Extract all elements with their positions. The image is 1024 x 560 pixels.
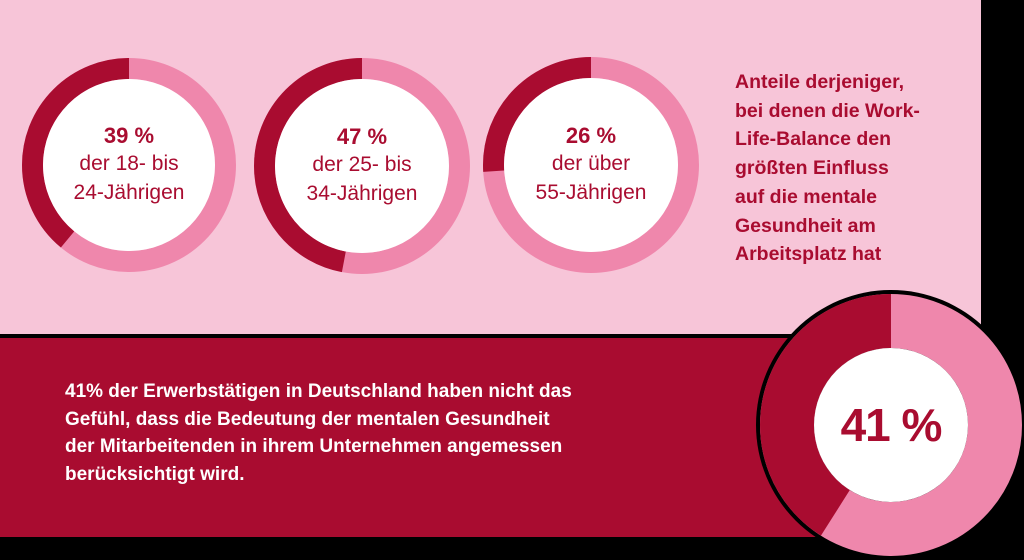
caption-line: Life-Balance den xyxy=(735,128,892,151)
donut-label: 47 % der 25- bis 34-Jährigen xyxy=(254,58,470,274)
statement-line: 41% der Erwerbstätigen in Deutschland ha… xyxy=(65,381,572,402)
percentage-value: 47 % xyxy=(336,124,388,149)
donut-label: 39 % der 18- bis 24-Jährigen xyxy=(22,58,236,272)
bottom-band xyxy=(0,338,840,537)
caption-line: auf die mentale xyxy=(735,185,877,208)
statement-line: berücksichtigt wird. xyxy=(65,463,245,485)
percentage-value: 41 % xyxy=(840,399,943,451)
caption-line: Arbeitsplatz hat xyxy=(735,243,882,266)
donut-chart-total: 41 % xyxy=(756,290,1024,560)
donut-ring xyxy=(22,58,236,272)
donut-label: 26 % der über 55-Jährigen xyxy=(483,57,699,273)
donut-chart-25-34: 47 % der 25- bis 34-Jährigen xyxy=(254,58,470,274)
age-group-line1: der 25- bis xyxy=(312,153,412,176)
caption-line: Anteile derjeniger, xyxy=(735,71,905,93)
statement-line: Gefühl, dass die Bedeutung der mentalen … xyxy=(65,408,550,430)
donut-ring xyxy=(756,290,1024,560)
chart-caption: Anteile derjeniger, bei denen die Work- … xyxy=(735,68,975,269)
caption-line: Gesundheit am xyxy=(735,214,876,237)
caption-line: bei denen die Work- xyxy=(735,99,920,122)
statement-line: der Mitarbeitenden in ihrem Unternehmen … xyxy=(65,436,563,457)
percentage-value: 26 % xyxy=(565,123,617,148)
age-group-line2: 34-Jährigen xyxy=(306,182,418,205)
donut-ring xyxy=(483,57,699,273)
age-group-line2: 24-Jährigen xyxy=(73,181,185,204)
statement-text: 41% der Erwerbstätigen in Deutschland ha… xyxy=(65,378,705,488)
donut-ring xyxy=(254,58,470,274)
donut-chart-18-24: 39 % der 18- bis 24-Jährigen xyxy=(22,58,236,272)
caption-line: größten Einfluss xyxy=(735,157,889,180)
donut-label: 41 % xyxy=(756,290,1024,560)
age-group-line2: 55-Jährigen xyxy=(535,181,647,204)
age-group-line1: der 18- bis xyxy=(79,152,179,175)
age-group-line1: der über xyxy=(551,152,631,175)
percentage-value: 39 % xyxy=(103,123,155,148)
donut-chart-over-55: 26 % der über 55-Jährigen xyxy=(483,57,699,273)
